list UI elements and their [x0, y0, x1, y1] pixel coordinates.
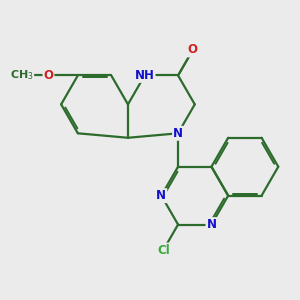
Text: N: N — [173, 127, 183, 140]
Text: O: O — [44, 69, 53, 82]
Text: N: N — [156, 189, 167, 202]
Text: Cl: Cl — [157, 244, 170, 256]
Text: CH$_3$: CH$_3$ — [10, 68, 34, 82]
Text: O: O — [188, 44, 198, 56]
Text: N: N — [206, 218, 217, 231]
Text: NH: NH — [135, 69, 155, 82]
